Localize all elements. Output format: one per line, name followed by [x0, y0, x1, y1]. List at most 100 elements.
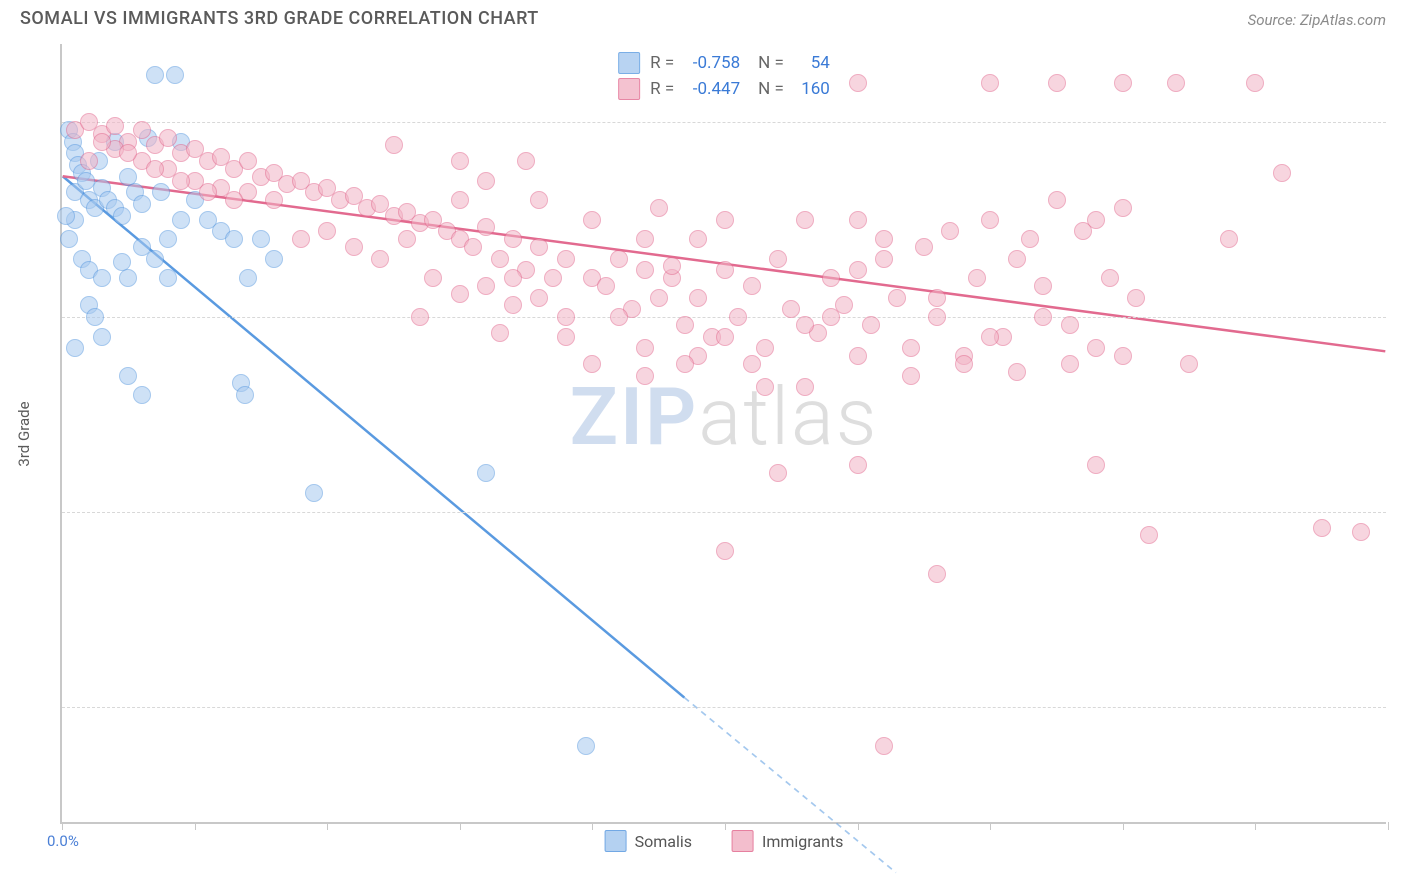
trend-lines [62, 44, 1386, 822]
scatter-dot-immigrants [1034, 308, 1052, 326]
scatter-dot-immigrants [610, 250, 628, 268]
r-label: R = [650, 53, 674, 73]
scatter-dot-immigrants [729, 308, 747, 326]
scatter-dot-immigrants [477, 172, 495, 190]
scatter-dot-immigrants [981, 211, 999, 229]
scatter-dot-immigrants [636, 367, 654, 385]
scatter-dot-immigrants [928, 308, 946, 326]
scatter-dot-immigrants [743, 355, 761, 373]
gridline [62, 707, 1386, 708]
scatter-dot-immigrants [557, 250, 575, 268]
scatter-dot-immigrants [888, 289, 906, 307]
scatter-dot-immigrants [544, 269, 562, 287]
scatter-dot-immigrants [769, 464, 787, 482]
y-tick-label: 85.0% [1396, 698, 1406, 716]
scatter-dot-immigrants [610, 308, 628, 326]
scatter-dot-somalis [225, 230, 243, 248]
scatter-dot-immigrants [663, 257, 681, 275]
scatter-dot-immigrants [955, 355, 973, 373]
scatter-dot-immigrants [385, 136, 403, 154]
scatter-dot-somalis [113, 207, 131, 225]
legend-swatch-immigrants [618, 78, 640, 100]
scatter-dot-immigrants [928, 289, 946, 307]
scatter-dot-immigrants [650, 199, 668, 217]
scatter-dot-immigrants [756, 378, 774, 396]
scatter-dot-immigrants [477, 277, 495, 295]
scatter-dot-somalis [172, 211, 190, 229]
scatter-dot-somalis [577, 737, 595, 755]
scatter-dot-immigrants [597, 277, 615, 295]
scatter-dot-immigrants [676, 316, 694, 334]
scatter-dot-immigrants [1220, 230, 1238, 248]
scatter-dot-immigrants [199, 183, 217, 201]
scatter-dot-immigrants [689, 289, 707, 307]
watermark-atlas: atlas [698, 370, 878, 464]
scatter-dot-immigrants [1087, 339, 1105, 357]
scatter-dot-immigrants [716, 211, 734, 229]
scatter-dot-immigrants [689, 230, 707, 248]
scatter-dot-immigrants [875, 737, 893, 755]
scatter-dot-somalis [66, 339, 84, 357]
gridline [62, 122, 1386, 123]
r-label: R = [650, 79, 674, 99]
scatter-dot-immigrants [477, 218, 495, 236]
scatter-dot-somalis [252, 230, 270, 248]
scatter-dot-immigrants [796, 316, 814, 334]
scatter-dot-immigrants [93, 133, 111, 151]
scatter-dot-immigrants [583, 211, 601, 229]
scatter-dot-immigrants [146, 160, 164, 178]
legend-item-somalis: Somalis [605, 830, 692, 852]
scatter-dot-immigrants [1114, 74, 1132, 92]
scatter-dot-somalis [146, 250, 164, 268]
scatter-dot-immigrants [1101, 269, 1119, 287]
scatter-dot-immigrants [716, 261, 734, 279]
scatter-dot-immigrants [557, 328, 575, 346]
scatter-dot-immigrants [981, 74, 999, 92]
scatter-dot-immigrants [318, 222, 336, 240]
scatter-dot-immigrants [743, 277, 761, 295]
scatter-dot-somalis [60, 230, 78, 248]
n-label: N = [758, 53, 784, 73]
scatter-dot-immigrants [1246, 74, 1264, 92]
scatter-dot-immigrants [80, 152, 98, 170]
scatter-dot-immigrants [849, 347, 867, 365]
gridline [62, 317, 1386, 318]
stats-row-somalis: R =-0.758N =54 [618, 50, 830, 76]
legend-swatch-somalis [605, 830, 627, 852]
scatter-dot-immigrants [133, 121, 151, 139]
scatter-dot-immigrants [239, 152, 257, 170]
scatter-dot-immigrants [345, 238, 363, 256]
scatter-dot-immigrants [504, 269, 522, 287]
scatter-dot-immigrants [1008, 363, 1026, 381]
scatter-dot-somalis [159, 269, 177, 287]
x-tick [460, 822, 461, 830]
legend-label: Immigrants [762, 832, 843, 851]
scatter-dot-immigrants [716, 542, 734, 560]
source-attribution: Source: ZipAtlas.com [1248, 11, 1386, 29]
scatter-dot-somalis [93, 269, 111, 287]
scatter-dot-somalis [236, 386, 254, 404]
scatter-dot-immigrants [1140, 526, 1158, 544]
scatter-dot-immigrants [1048, 74, 1066, 92]
scatter-dot-immigrants [265, 191, 283, 209]
scatter-dot-immigrants [504, 296, 522, 314]
scatter-dot-immigrants [1087, 456, 1105, 474]
scatter-dot-immigrants [676, 355, 694, 373]
scatter-dot-immigrants [849, 456, 867, 474]
scatter-dot-somalis [159, 230, 177, 248]
plot-container: 3rd Grade ZIPatlas R =-0.758N =54R =-0.4… [60, 44, 1386, 824]
x-tick [858, 822, 859, 830]
scatter-dot-immigrants [928, 565, 946, 583]
x-axis-start-label: 0.0% [47, 832, 79, 850]
scatter-dot-immigrants [915, 238, 933, 256]
scatter-dot-somalis [146, 66, 164, 84]
scatter-dot-immigrants [875, 230, 893, 248]
scatter-dot-immigrants [650, 289, 668, 307]
scatter-dot-immigrants [106, 117, 124, 135]
x-tick [990, 822, 991, 830]
scatter-dot-immigrants [517, 152, 535, 170]
scatter-dot-immigrants [1114, 199, 1132, 217]
n-label: N = [758, 79, 784, 99]
scatter-dot-immigrants [451, 191, 469, 209]
scatter-dot-immigrants [557, 308, 575, 326]
